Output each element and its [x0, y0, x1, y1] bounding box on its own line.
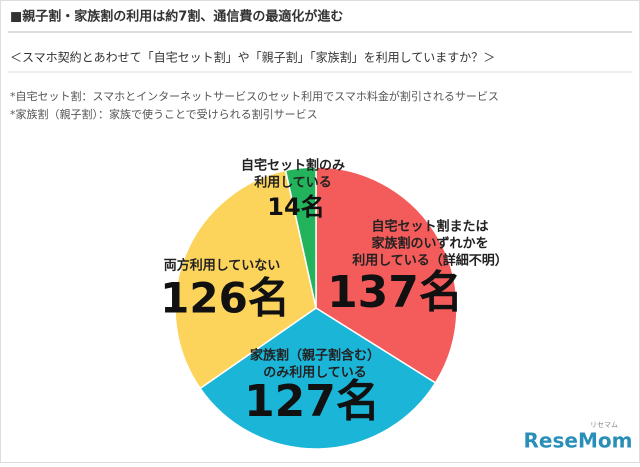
pie [174, 166, 458, 450]
slice-label: 自宅セット割または [371, 219, 488, 235]
slice-label: 利用している（詳細不明） [352, 253, 508, 269]
slice-label: のみ利用している [263, 365, 367, 381]
pie-slice [174, 169, 317, 390]
chart-title: ■親子割・家族割の利用は約7割、通信費の最適化が進む [10, 9, 343, 25]
logo-small: リセマム [590, 421, 618, 429]
pie-slice [284, 166, 317, 309]
slice-label: 家族割（親子割含む） [250, 348, 380, 364]
note: *自宅セット割：スマホとインターネットサービスのセット利用でスマホ料金が割引され… [10, 89, 499, 103]
labels: 自宅セット割または家族割のいずれかを利用している（詳細不明）137名家族割（親子… [160, 158, 508, 428]
value-label: 126名 [160, 274, 290, 323]
value-label: 137名 [327, 267, 463, 318]
logo: ReseMom [524, 429, 633, 453]
slice-label: 両方利用していない [164, 258, 281, 274]
slice-label: 利用している [254, 175, 332, 191]
slice-label: 家族割のいずれかを [371, 236, 488, 252]
chart-subtitle: ＜スマホ契約とあわせて「自宅セット割」や「親子割」「家族割」を利用していますか？… [10, 50, 495, 65]
note: *家族割（親子割）：家族で使うことで受けられる割引サービス [10, 107, 318, 121]
pie-slice [199, 307, 437, 450]
value-label: 127名 [244, 376, 380, 427]
pie-slice [315, 166, 458, 384]
slice-label: 自宅セット割のみ [241, 158, 345, 174]
value-label: 14名 [267, 193, 324, 221]
